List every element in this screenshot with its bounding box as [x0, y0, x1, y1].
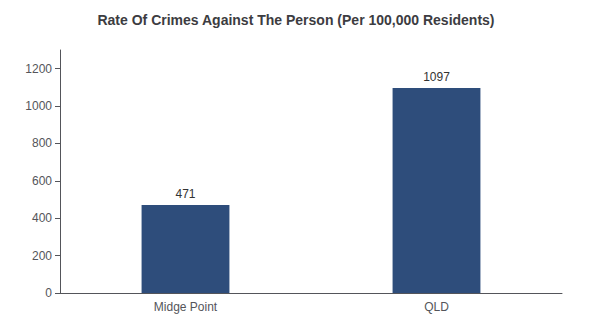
svg-text:1097: 1097: [423, 70, 450, 84]
svg-text:400: 400: [32, 211, 52, 225]
svg-text:600: 600: [32, 174, 52, 188]
svg-text:471: 471: [175, 187, 195, 201]
svg-text:Rate Of Crimes Against The Per: Rate Of Crimes Against The Person (Per 1…: [97, 12, 494, 28]
svg-text:Midge Point: Midge Point: [154, 300, 218, 314]
svg-text:800: 800: [32, 136, 52, 150]
svg-text:1200: 1200: [25, 62, 52, 76]
svg-text:0: 0: [45, 286, 52, 300]
svg-text:200: 200: [32, 249, 52, 263]
svg-text:QLD: QLD: [424, 300, 449, 314]
svg-text:1000: 1000: [25, 99, 52, 113]
